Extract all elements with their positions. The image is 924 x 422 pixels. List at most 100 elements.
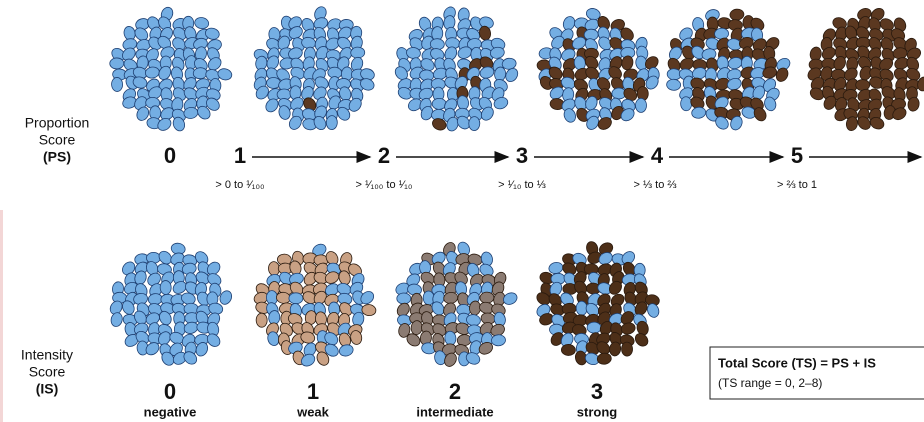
- cell: [197, 105, 211, 120]
- cell: [585, 341, 600, 356]
- cell: [431, 97, 447, 110]
- cell: [158, 331, 171, 346]
- cell: [560, 344, 576, 356]
- cell: [324, 271, 340, 284]
- cell: [645, 75, 659, 90]
- cell: [585, 95, 598, 111]
- ps-range: > ⅓ to ⅔: [633, 179, 676, 191]
- cell-cluster: [109, 6, 233, 132]
- cell: [350, 330, 363, 345]
- cell: [110, 312, 123, 327]
- cell: [647, 303, 660, 318]
- cell: [623, 87, 638, 101]
- ps-label: Proportion: [25, 115, 90, 131]
- total-box: [709, 346, 924, 400]
- cell: [752, 38, 767, 52]
- cell: [158, 65, 172, 80]
- cell: [446, 251, 459, 266]
- cell: [159, 280, 172, 295]
- cell: [217, 68, 233, 81]
- ps-label: (PS): [43, 149, 71, 165]
- cell: [136, 106, 150, 121]
- total-range: (TS range = 0, 2–8): [718, 376, 822, 390]
- cell: [845, 116, 858, 131]
- cell: [493, 96, 509, 110]
- cell: [324, 332, 339, 346]
- cell: [348, 97, 362, 112]
- cell: [551, 35, 565, 50]
- cell-cluster: [253, 243, 377, 367]
- cell: [539, 76, 553, 90]
- cell: [172, 87, 187, 101]
- cell: [479, 291, 495, 304]
- cell: [881, 48, 895, 62]
- cell: [576, 107, 590, 122]
- cell: [194, 17, 210, 30]
- cell: [157, 117, 172, 131]
- cell: [917, 76, 924, 92]
- cell: [610, 293, 625, 307]
- ps-label: Score: [39, 132, 76, 148]
- cell: [621, 251, 636, 265]
- cell: [609, 341, 622, 357]
- is-score: 3: [591, 379, 603, 404]
- cell: [431, 251, 446, 265]
- cell: [869, 116, 885, 130]
- cell: [821, 46, 836, 60]
- cell: [195, 342, 209, 357]
- cell: [906, 67, 921, 81]
- cell: [832, 17, 847, 30]
- cell: [856, 26, 870, 40]
- cell: [315, 58, 329, 72]
- cell: [206, 333, 221, 347]
- cell: [715, 116, 729, 130]
- cell: [572, 36, 587, 50]
- cell: [288, 115, 302, 130]
- cell: [598, 36, 612, 51]
- cell: [489, 46, 505, 59]
- cell: [146, 48, 159, 63]
- cell: [454, 76, 468, 90]
- cell: [454, 271, 468, 286]
- cell: [679, 57, 694, 71]
- cell: [316, 351, 330, 366]
- cell: [596, 352, 612, 365]
- cell: [301, 353, 316, 367]
- cell: [847, 97, 860, 112]
- cell: [134, 261, 149, 275]
- cell: [751, 48, 766, 62]
- cell: [206, 97, 220, 111]
- cell: [148, 86, 163, 100]
- edge-strip: [0, 210, 3, 422]
- cell: [204, 27, 220, 40]
- cell: [893, 17, 907, 32]
- cell: [480, 106, 494, 121]
- cell: [478, 342, 493, 355]
- cell: [195, 271, 210, 285]
- cell: [608, 280, 622, 295]
- cell: [879, 57, 894, 71]
- cell: [466, 28, 481, 41]
- cell: [597, 117, 612, 130]
- ps-range: > ¹⁄₁₀₀ to ¹⁄₁₀: [356, 179, 413, 191]
- cell-cluster: [395, 241, 518, 367]
- cell: [584, 55, 599, 70]
- cell: [265, 98, 279, 113]
- cell-illustrations: [109, 6, 924, 367]
- cell: [290, 97, 304, 111]
- is-description: weak: [296, 404, 330, 419]
- cell: [548, 66, 563, 80]
- cell: [620, 108, 635, 122]
- cell: [289, 281, 304, 296]
- cell: [360, 78, 375, 91]
- cell: [172, 116, 186, 132]
- cell: [846, 36, 860, 51]
- cell: [219, 290, 233, 305]
- cell: [563, 108, 576, 123]
- cell: [159, 310, 172, 326]
- cell: [134, 27, 149, 41]
- cell-cluster: [666, 8, 791, 131]
- total-formula: Total Score (TS) = PS + IS: [718, 355, 876, 370]
- cell: [160, 107, 175, 121]
- cell: [300, 331, 316, 344]
